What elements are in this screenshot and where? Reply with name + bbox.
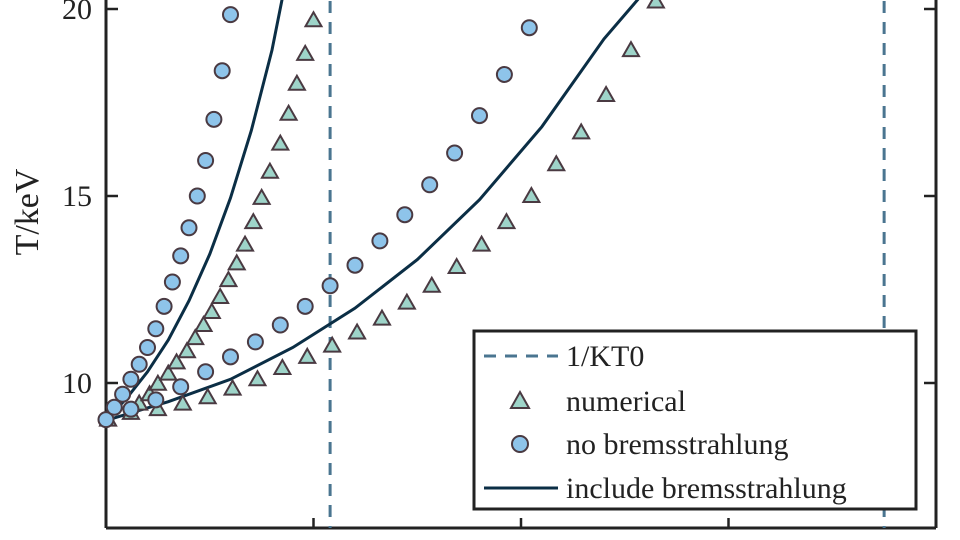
no-brems-point: [147, 320, 165, 338]
no-brems-point: [147, 391, 165, 409]
numerical-point: [596, 85, 616, 103]
no-brems-point: [296, 297, 314, 315]
numerical-point: [210, 286, 230, 304]
numerical-point: [166, 352, 187, 370]
no-brems-point: [205, 110, 223, 128]
legend-item: 1/KT0: [484, 340, 644, 373]
numerical-point: [571, 122, 591, 140]
numerical-point: [197, 387, 218, 405]
numerical-point: [148, 373, 168, 391]
no-brems-point: [321, 277, 339, 295]
numerical-point: [646, 0, 666, 9]
numerical-point: [202, 301, 222, 319]
numerical-point: [235, 234, 255, 252]
numerical-point: [295, 43, 315, 61]
no-brems-point: [172, 378, 190, 396]
legend-item: include bremsstrahlung: [484, 472, 847, 505]
numerical-point: [546, 154, 566, 172]
no-brems-point: [105, 398, 123, 416]
legend-label: numerical: [566, 385, 686, 418]
numerical-point: [243, 212, 264, 230]
legend-swatch-triangle: [509, 389, 531, 409]
axes: [104, 0, 938, 530]
numerical-point: [372, 308, 392, 326]
no-brems-point: [155, 297, 173, 315]
no-brems-point: [114, 385, 132, 403]
numerical-point: [185, 328, 205, 346]
no-brems-point: [396, 206, 414, 224]
numerical-point: [218, 270, 239, 288]
numerical-point: [303, 10, 324, 28]
y-axis-label: T/keV: [9, 168, 46, 255]
numerical-point: [193, 315, 214, 333]
numerical-point: [521, 185, 542, 203]
legend-label: 1/KT0: [566, 340, 644, 373]
no-brems-point: [371, 232, 389, 250]
legend-label: no bremsstrahlung: [566, 428, 788, 461]
no-brems-point: [471, 107, 488, 125]
no-brems-point: [139, 338, 156, 356]
numerical-point: [471, 234, 492, 252]
numerical-point: [278, 103, 299, 121]
no-brems-point: [222, 6, 239, 24]
numerical-point: [173, 393, 193, 411]
no-brems-point: [222, 348, 239, 366]
no-brems-point: [213, 62, 231, 80]
tick-labels: 10 15 20: [62, 0, 92, 400]
no-brems-point: [197, 363, 215, 381]
numerical-point: [422, 275, 442, 293]
no-brems-point: [246, 333, 264, 351]
no-brems-point: [97, 411, 115, 429]
reference-lines: [328, 0, 886, 528]
legend-box: [472, 329, 918, 511]
numerical-point: [446, 257, 467, 275]
legend: 1/KT0 numerical no bremsstrahlung include b…: [472, 329, 918, 511]
no-brems-point: [130, 355, 148, 373]
data-points: [97, 0, 666, 429]
no-brems-point: [172, 247, 190, 265]
numerical-point: [227, 253, 247, 271]
numerical-point: [148, 399, 168, 417]
numerical-point: [397, 292, 417, 310]
no-brems-point: [163, 273, 181, 291]
numerical-point: [251, 187, 272, 205]
bremsstrahlung-curve: [105, 0, 640, 422]
legend-label: include bremsstrahlung: [566, 472, 847, 505]
no-brems-point: [421, 176, 439, 194]
numerical-point: [247, 369, 268, 387]
numerical-point: [496, 212, 517, 230]
numerical-point: [222, 378, 243, 396]
no-brems-point: [520, 19, 538, 37]
numerical-point: [297, 346, 317, 364]
no-brems-point: [122, 400, 140, 418]
numerical-point: [260, 161, 280, 179]
no-brems-point: [271, 316, 289, 334]
numerical-point: [287, 73, 307, 91]
y-tick-label: 20: [62, 0, 92, 26]
legend-item: no bremsstrahlung: [511, 428, 788, 461]
numerical-point: [272, 358, 293, 376]
numerical-point: [322, 335, 342, 353]
no-brems-point: [180, 219, 198, 237]
no-brems-point: [495, 65, 513, 83]
no-brems-point: [122, 370, 140, 388]
numerical-point: [621, 40, 641, 58]
y-tick-label: 15: [62, 180, 92, 213]
no-brems-point: [346, 256, 364, 274]
legend-swatch-circle: [511, 435, 529, 453]
numerical-point: [270, 133, 291, 151]
no-brems-point: [188, 187, 206, 205]
numerical-point: [158, 363, 178, 381]
legend-item: numerical: [509, 385, 686, 418]
numerical-point: [347, 322, 367, 340]
no-brems-point: [197, 151, 215, 169]
y-tick-label: 10: [62, 367, 92, 400]
no-brems-point: [446, 144, 464, 162]
numerical-point: [177, 341, 197, 359]
